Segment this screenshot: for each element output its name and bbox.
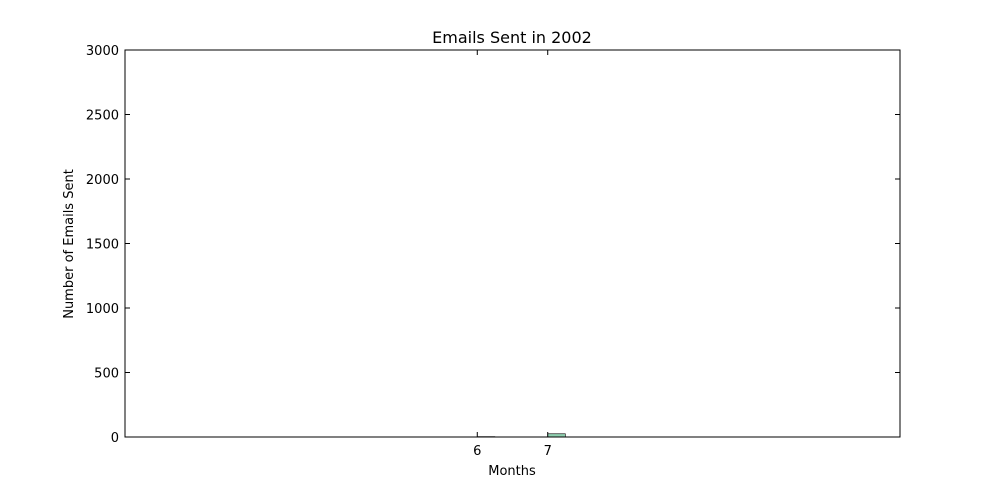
y-tick-label: 1000 (86, 302, 119, 317)
plot-frame (124, 49, 901, 438)
x-tick-label: 7 (544, 444, 552, 459)
x-axis-label: Months (488, 464, 536, 479)
y-tick-label: 2000 (86, 173, 119, 188)
y-tick-label: 1500 (86, 238, 119, 253)
y-tick-label: 3000 (86, 44, 119, 59)
y-tick-label: 2500 (86, 109, 119, 124)
x-tick-label: 6 (473, 444, 481, 459)
ticks-group: 6 7 0 500 1000 1500 2000 2500 3000 (86, 44, 900, 459)
y-tick-label: 500 (94, 367, 119, 382)
y-axis-label: Number of Emails Sent (62, 169, 77, 319)
chart-title: Emails Sent in 2002 (432, 28, 592, 47)
y-tick-label: 0 (111, 431, 119, 446)
